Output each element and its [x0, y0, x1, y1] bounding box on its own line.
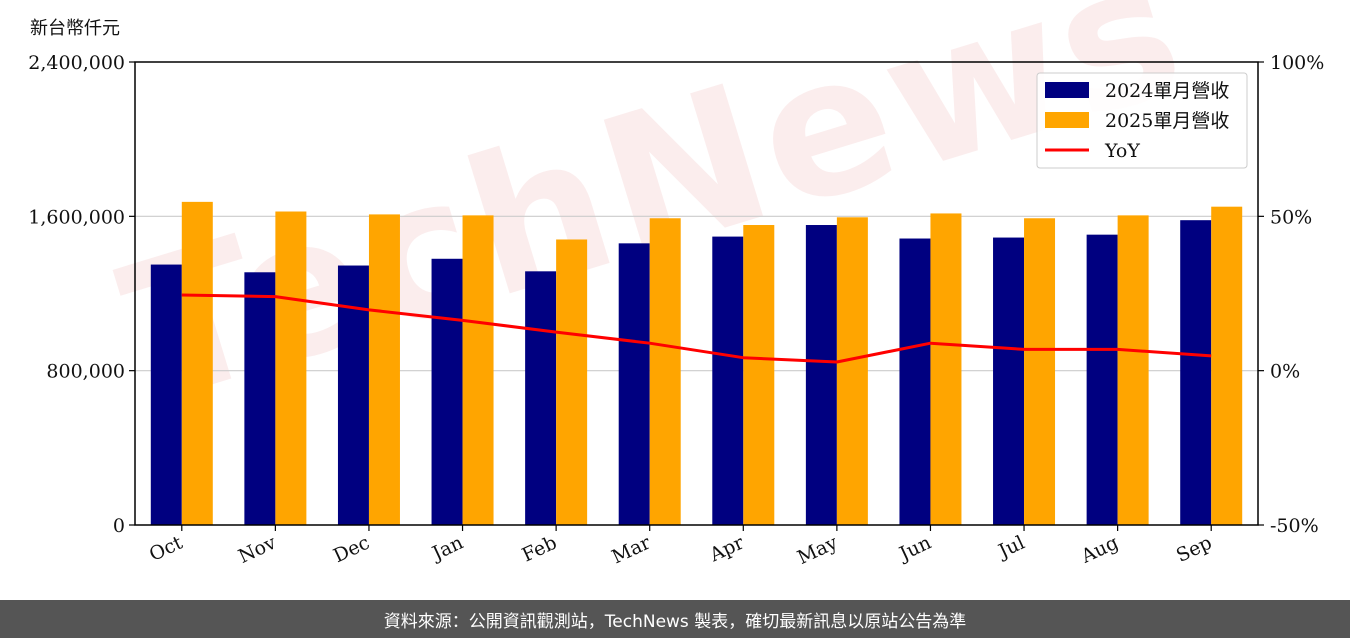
bar-2024-may [805, 225, 837, 525]
legend-label: 2024單月營收 [1105, 80, 1229, 102]
bar-2024-feb [525, 271, 557, 525]
bar-2025-sep [1211, 206, 1243, 525]
legend-label: YoY [1104, 140, 1140, 162]
y2-tick-label: 50% [1270, 206, 1312, 228]
bar-2024-jun [899, 238, 931, 526]
bar-series [150, 201, 1243, 526]
bar-2025-apr [743, 225, 775, 525]
y-axis-label: 新台幣仟元 [30, 18, 120, 39]
bar-2024-jan [431, 258, 463, 525]
x-tick-label: Sep [1173, 532, 1215, 567]
y2-tick-label: 0% [1270, 361, 1300, 383]
legend-swatch [1045, 112, 1089, 128]
source-footer: 資料來源：公開資訊觀測站，TechNews 製表，確切最新訊息以原站公告為準 [0, 600, 1350, 638]
x-tick-label: Dec [330, 532, 373, 568]
y-tick-label: 800,000 [46, 361, 125, 383]
yoy-line-series [181, 293, 1212, 364]
x-tick-label: Feb [519, 532, 561, 567]
y2-tick-label: 100% [1270, 52, 1324, 74]
legend-swatch [1045, 82, 1089, 98]
bar-2025-nov [275, 211, 307, 525]
revenue-chart: 0 800,000 1,600,000 2,400,000 -50% 0% 50% 100% O… [28, 18, 1324, 569]
bar-2024-apr [712, 236, 744, 525]
bar-2025-mar [649, 218, 681, 525]
y-tick-label: 1,600,000 [28, 206, 125, 228]
legend: 2024單月營收 2025單月營收 YoY [1036, 72, 1248, 169]
yoy-line [181, 293, 1212, 364]
bar-2024-oct [150, 264, 182, 525]
bar-2025-jun [930, 213, 962, 526]
y-tick-label: 2,400,000 [28, 52, 125, 74]
legend-box [1036, 72, 1248, 169]
bar-2024-mar [618, 243, 650, 525]
grid-lines [135, 215, 1258, 372]
y2-tick-label: -50% [1270, 515, 1319, 537]
x-tick-label: Mar [608, 531, 654, 568]
x-tick-label: May [794, 531, 841, 569]
bar-2024-nov [244, 272, 276, 525]
bar-2025-jan [462, 215, 494, 525]
plot-frame [134, 61, 1259, 526]
bar-2024-jul [993, 237, 1025, 525]
bar-2025-dec [368, 214, 400, 525]
legend-label: 2025單月營收 [1105, 110, 1229, 132]
bar-2025-feb [556, 239, 588, 525]
x-tick-label: Apr [706, 531, 749, 567]
x-tick-label: Jun [894, 532, 934, 566]
bar-2025-aug [1117, 215, 1149, 525]
bar-2024-sep [1180, 220, 1212, 526]
y-tick-label: 0 [113, 515, 125, 537]
x-tick-label: Aug [1077, 532, 1122, 568]
x-tick-label: Nov [235, 531, 280, 567]
bar-2025-may [836, 217, 868, 525]
bar-2024-aug [1086, 234, 1118, 526]
bar-2025-oct [181, 201, 213, 526]
x-tick-label: Jan [427, 532, 466, 566]
bar-2025-jul [1024, 218, 1056, 525]
x-tick-label: Oct [146, 531, 186, 565]
bar-2024-dec [337, 265, 369, 525]
x-tick-label: Jul [994, 532, 1029, 564]
